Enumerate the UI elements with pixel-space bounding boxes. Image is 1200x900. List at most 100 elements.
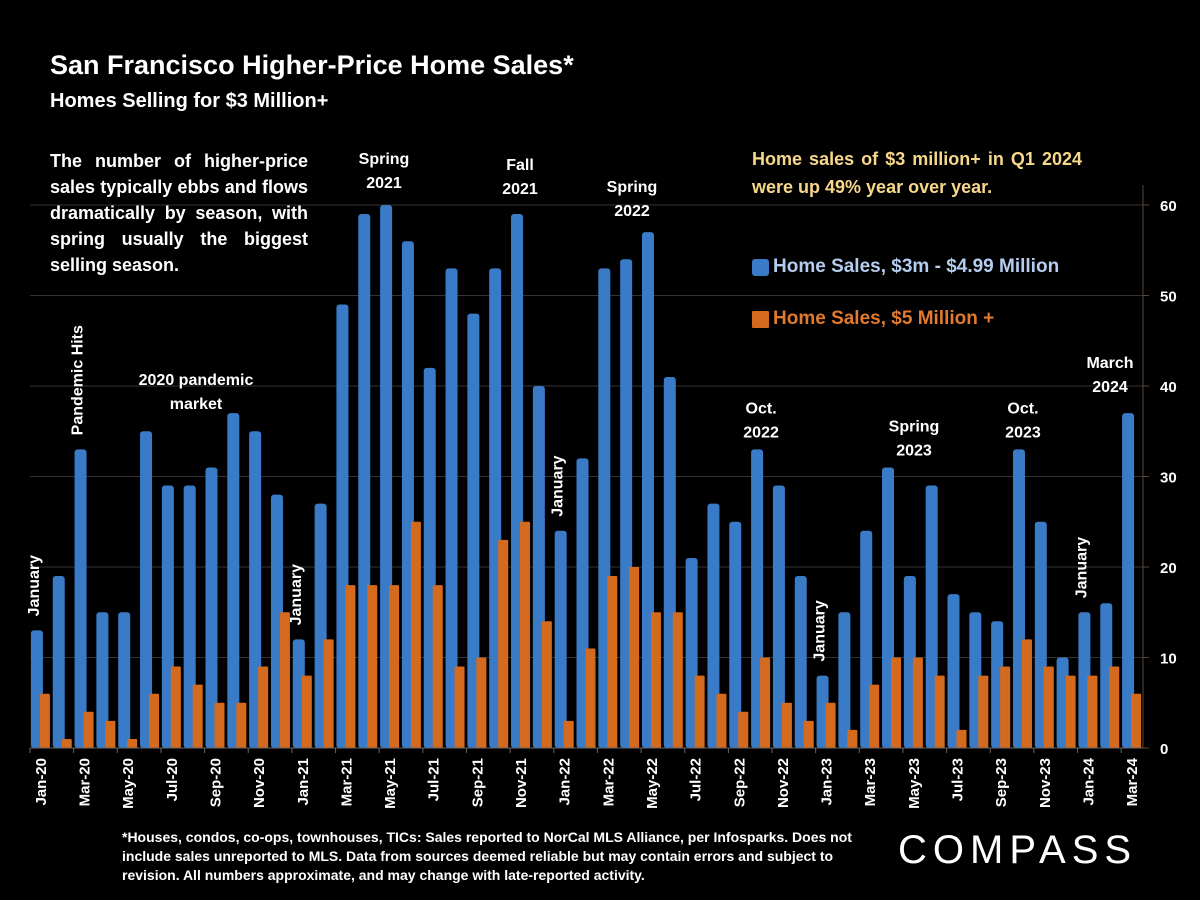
annotation-label: January <box>812 600 829 661</box>
bar-5m-plus <box>956 729 967 748</box>
annotation-label: 2023 <box>896 442 932 459</box>
x-tick-label: Sep-20 <box>208 758 225 807</box>
annotation-label: Spring <box>607 179 658 196</box>
bar-5m-plus <box>432 585 443 748</box>
y-tick-label: 0 <box>1160 741 1168 758</box>
bar-5m-plus <box>891 657 902 748</box>
annotation-label: Oct. <box>746 400 777 417</box>
bar-5m-plus <box>1087 675 1098 748</box>
y-tick-label: 50 <box>1160 289 1177 306</box>
bar-5m-plus <box>803 720 814 748</box>
bar-5m-plus <box>454 666 465 748</box>
bar-3m-4.99m <box>445 268 458 748</box>
annotation-label: January <box>1073 537 1090 598</box>
bar-3m-4.99m <box>140 431 153 748</box>
x-tick-label: Nov-23 <box>1037 758 1054 808</box>
bar-5m-plus <box>607 576 618 748</box>
x-tick-label: May-20 <box>120 758 137 809</box>
x-tick-label: May-23 <box>906 758 923 809</box>
bar-5m-plus <box>1131 693 1142 748</box>
x-tick-label: Jan-21 <box>295 758 312 806</box>
bar-5m-plus <box>520 521 531 748</box>
annotation-label: Oct. <box>1007 400 1038 417</box>
x-tick-label: Jul-21 <box>426 758 443 801</box>
bar-5m-plus <box>1043 666 1054 748</box>
bar-5m-plus <box>781 702 792 748</box>
bar-5m-plus <box>258 666 269 748</box>
bar-5m-plus <box>105 720 116 748</box>
annotation-label: 2023 <box>1005 424 1041 441</box>
x-tick-label: Jul-23 <box>950 758 967 801</box>
x-tick-label: Nov-20 <box>251 758 268 808</box>
bar-5m-plus <box>192 684 203 748</box>
bar-3m-4.99m <box>74 449 87 748</box>
footnote: *Houses, condos, co-ops, townhouses, TIC… <box>122 829 852 883</box>
bar-5m-plus <box>934 675 945 748</box>
bar-3m-4.99m <box>52 576 65 748</box>
x-tick-label: Jan-24 <box>1080 757 1097 805</box>
yoy-callout: Home sales of $3 million+ in Q1 2024 wer… <box>752 149 1082 197</box>
y-tick-label: 60 <box>1160 198 1177 215</box>
bar-3m-4.99m <box>467 313 480 748</box>
annotation-label: Spring <box>889 418 940 435</box>
bar-5m-plus <box>301 675 312 748</box>
x-tick-label: Nov-22 <box>775 758 792 808</box>
bar-3m-4.99m <box>554 530 567 748</box>
x-tick-label: Jan-22 <box>557 758 574 806</box>
x-tick-label: Sep-22 <box>731 758 748 807</box>
x-tick-label: Nov-21 <box>513 758 530 808</box>
bar-5m-plus <box>236 702 247 748</box>
bar-5m-plus <box>214 702 225 748</box>
bar-5m-plus <box>847 729 858 748</box>
bar-5m-plus <box>83 711 94 748</box>
season-note: The number of higher-price sales typical… <box>50 151 308 275</box>
bar-5m-plus <box>1000 666 1011 748</box>
bar-3m-4.99m <box>1122 413 1135 748</box>
y-tick-label: 40 <box>1160 379 1177 396</box>
x-tick-label: Mar-22 <box>600 758 617 806</box>
bar-3m-4.99m <box>205 467 218 748</box>
x-tick-label: Jan-23 <box>819 758 836 806</box>
y-tick-label: 10 <box>1160 651 1177 668</box>
bar-5m-plus <box>476 657 487 748</box>
x-tick-label: Jan-20 <box>33 758 50 806</box>
bar-5m-plus <box>367 585 378 748</box>
bar-5m-plus <box>716 693 727 748</box>
bar-5m-plus <box>672 612 683 748</box>
chart-subtitle: Homes Selling for $3 Million+ <box>50 90 329 112</box>
bar-5m-plus <box>389 585 400 748</box>
legend-label: Home Sales, $3m - $4.99 Million <box>773 256 1060 277</box>
x-tick-label: Jul-22 <box>688 758 705 801</box>
annotations: January Pandemic Hits 2020 pandemic market J… <box>26 151 1134 662</box>
annotation-label: 2022 <box>743 424 779 441</box>
bar-5m-plus <box>1109 666 1120 748</box>
bar-5m-plus <box>39 693 50 748</box>
x-tick-label: Mar-23 <box>862 758 879 806</box>
annotation-label: 2024 <box>1092 379 1128 396</box>
x-tick-label: Jul-20 <box>164 758 181 801</box>
bar-3m-4.99m <box>96 612 109 748</box>
legend-item-5m-plus: Home Sales, $5 Million + <box>752 308 994 330</box>
bar-5m-plus <box>541 621 552 748</box>
bar-3m-4.99m <box>227 413 240 748</box>
bar-5m-plus <box>869 684 880 748</box>
bar-5m-plus <box>694 675 705 748</box>
annotation-label: January <box>550 455 567 516</box>
bar-5m-plus <box>978 675 989 748</box>
chart-title: San Francisco Higher-Price Home Sales* <box>50 50 574 80</box>
legend-item-3m-4.99m: Home Sales, $3m - $4.99 Million <box>752 256 1059 278</box>
bar-3m-4.99m <box>707 503 720 748</box>
x-tick-label: May-21 <box>382 758 399 809</box>
bar-3m-4.99m <box>729 521 742 748</box>
annotation-label: March <box>1086 355 1133 372</box>
bar-5m-plus <box>410 521 421 748</box>
bar-5m-plus <box>149 693 160 748</box>
annotation-label: Fall <box>506 157 534 174</box>
bar-3m-4.99m <box>838 612 851 748</box>
bar-5m-plus <box>563 720 574 748</box>
bar-5m-plus <box>127 738 138 748</box>
axes: 0 10 20 30 40 50 60 Jan-20 Mar-20 May-20 Jul-20 Sep… <box>29 185 1177 809</box>
annotation-label: January <box>26 555 43 616</box>
legend-label: Home Sales, $5 Million + <box>773 308 995 329</box>
x-tick-label: Sep-23 <box>993 758 1010 807</box>
